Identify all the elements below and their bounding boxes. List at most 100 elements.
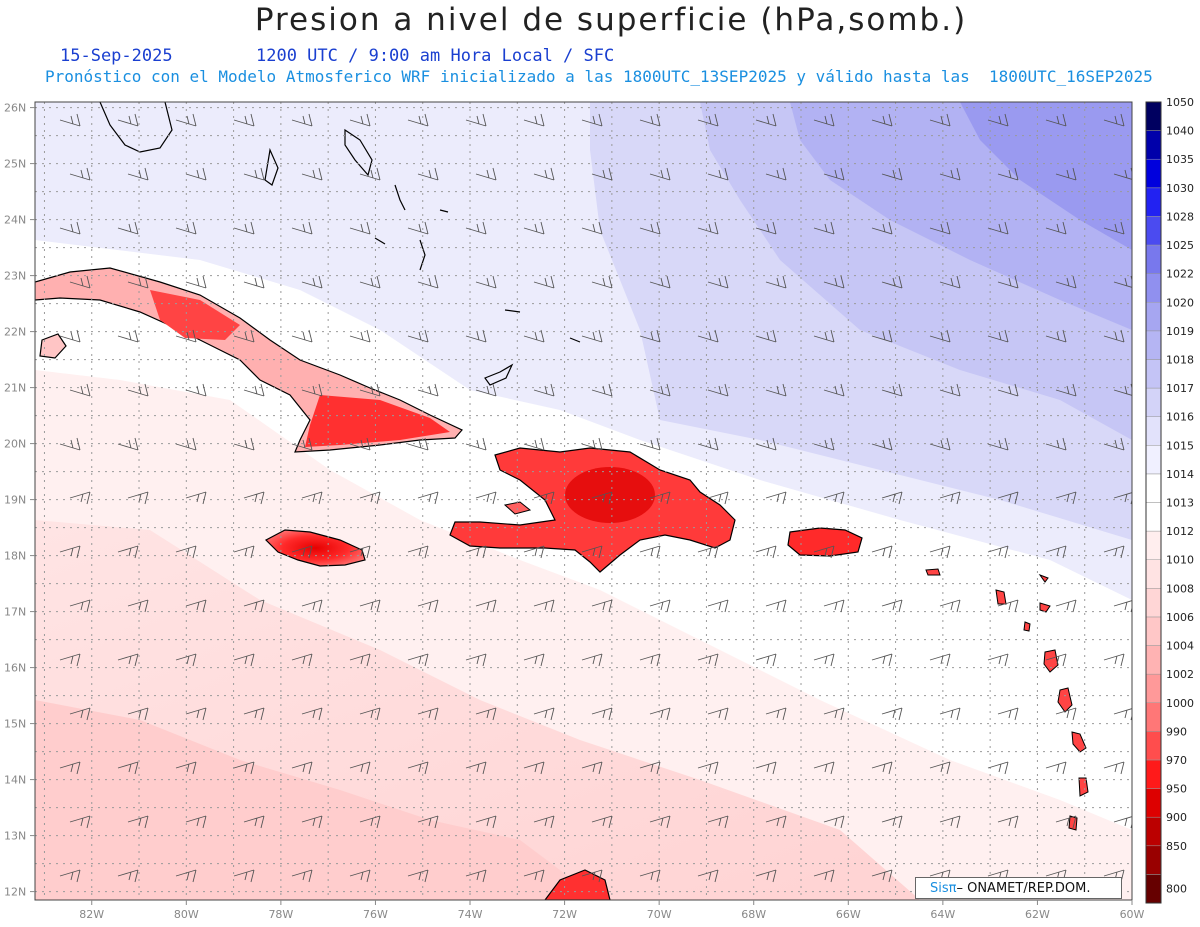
wind-barb	[1055, 707, 1077, 721]
wind-barb	[417, 167, 439, 181]
colorbar-swatch	[1145, 387, 1162, 417]
wind-barb	[1045, 437, 1067, 451]
pressure-colorbar: 800 850 900 950 970 990 1000 1002 1004 1006 1008 10…	[1145, 96, 1194, 904]
wind-barb	[823, 167, 845, 181]
wind-barb	[407, 653, 429, 667]
colorbar-label: 1022	[1166, 268, 1194, 281]
wind-barb	[929, 437, 951, 451]
wind-barb	[639, 869, 661, 883]
lat-tick-label: 25N	[4, 158, 26, 171]
credit-org: – ONAMET/REP.DOM.	[956, 881, 1091, 896]
wind-barb	[881, 167, 903, 181]
wind-barb	[823, 383, 845, 397]
plot-frame	[34, 101, 1133, 901]
wind-barb	[813, 329, 835, 343]
wind-barb	[813, 653, 835, 667]
wind-barb	[359, 167, 381, 181]
wind-barb	[465, 761, 487, 775]
colorbar-swatch	[1145, 130, 1162, 160]
wind-barb	[185, 599, 207, 613]
wind-barb	[1055, 167, 1077, 181]
wind-barb	[465, 437, 487, 451]
wind-barb	[1045, 113, 1067, 127]
lon-tick-label: 66W	[836, 908, 861, 921]
puerto-rico	[787, 527, 863, 557]
wind-barb	[59, 761, 81, 775]
wind-barb	[475, 707, 497, 721]
wind-barb	[291, 653, 313, 667]
wind-barb	[185, 275, 207, 289]
lat-tick-label: 26N	[4, 102, 26, 115]
wind-barb	[581, 221, 603, 235]
colorbar-swatch	[1145, 502, 1162, 532]
wind-barb	[127, 491, 149, 505]
colorbar-label: 1018	[1166, 353, 1194, 366]
colorbar-swatch	[1145, 673, 1162, 704]
wind-barb	[939, 275, 961, 289]
wind-barb	[581, 437, 603, 451]
wind-barb	[533, 491, 555, 505]
wind-barb	[813, 221, 835, 235]
lat-tick-label: 15N	[4, 718, 26, 731]
wind-barb	[581, 329, 603, 343]
wind-barb	[707, 491, 729, 505]
wind-barb	[649, 707, 671, 721]
wind-barb	[185, 491, 207, 505]
wind-barb	[649, 491, 671, 505]
wind-barb	[591, 707, 613, 721]
wind-barb	[523, 545, 545, 559]
wind-barb	[765, 491, 787, 505]
wind-barb	[987, 653, 1009, 667]
colorbar-swatch	[1145, 645, 1162, 675]
wind-barb	[1045, 545, 1067, 559]
wind-barb	[1055, 815, 1077, 829]
lon-axis: 82W 80W 78W 76W 74W 72W 70W 68W 66W 64W 62W 60W	[79, 900, 1145, 921]
wind-barb	[407, 869, 429, 883]
colorbar-swatch	[1145, 731, 1162, 761]
wind-barb	[417, 599, 439, 613]
wind-barb	[59, 113, 81, 127]
wind-barb	[69, 707, 91, 721]
wind-barb	[1103, 653, 1125, 667]
lat-tick-label: 13N	[4, 830, 26, 843]
colorbar-label: 1020	[1166, 296, 1194, 309]
colorbar-label: 1019	[1166, 325, 1194, 338]
wind-barb	[707, 707, 729, 721]
colorbar-swatch	[1145, 845, 1162, 875]
wind-barb	[939, 167, 961, 181]
wind-barb	[649, 599, 671, 613]
wind-barb	[697, 545, 719, 559]
wind-barb	[755, 329, 777, 343]
wind-barb	[697, 221, 719, 235]
wind-barb	[823, 275, 845, 289]
wind-barb	[591, 275, 613, 289]
lat-tick-label: 19N	[4, 494, 26, 507]
credit-box: Sisπ– ONAMET/REP.DOM.	[915, 877, 1122, 899]
colorbar-label: 1035	[1166, 153, 1194, 166]
wind-barb	[117, 221, 139, 235]
wind-barb	[407, 221, 429, 235]
colorbar-swatch	[1145, 473, 1162, 503]
wind-barb	[987, 545, 1009, 559]
wind-barb	[697, 113, 719, 127]
wind-barb	[929, 545, 951, 559]
wind-barb	[301, 383, 323, 397]
wind-barb	[881, 815, 903, 829]
wind-barb	[871, 545, 893, 559]
colorbar-label: 1002	[1166, 668, 1194, 681]
wind-barb	[465, 329, 487, 343]
wind-barb	[59, 545, 81, 559]
wind-barb	[755, 869, 777, 883]
colorbar-label: 1025	[1166, 239, 1194, 252]
lat-tick-label: 20N	[4, 438, 26, 451]
wind-barb	[69, 599, 91, 613]
wind-barb	[1045, 761, 1067, 775]
wind-barb	[823, 599, 845, 613]
colorbar-swatch	[1145, 874, 1162, 904]
wind-barb	[987, 113, 1009, 127]
colorbar-swatch	[1145, 559, 1162, 589]
wind-barb	[359, 275, 381, 289]
wind-barb	[349, 221, 371, 235]
wind-barb	[707, 167, 729, 181]
wind-barb	[175, 113, 197, 127]
